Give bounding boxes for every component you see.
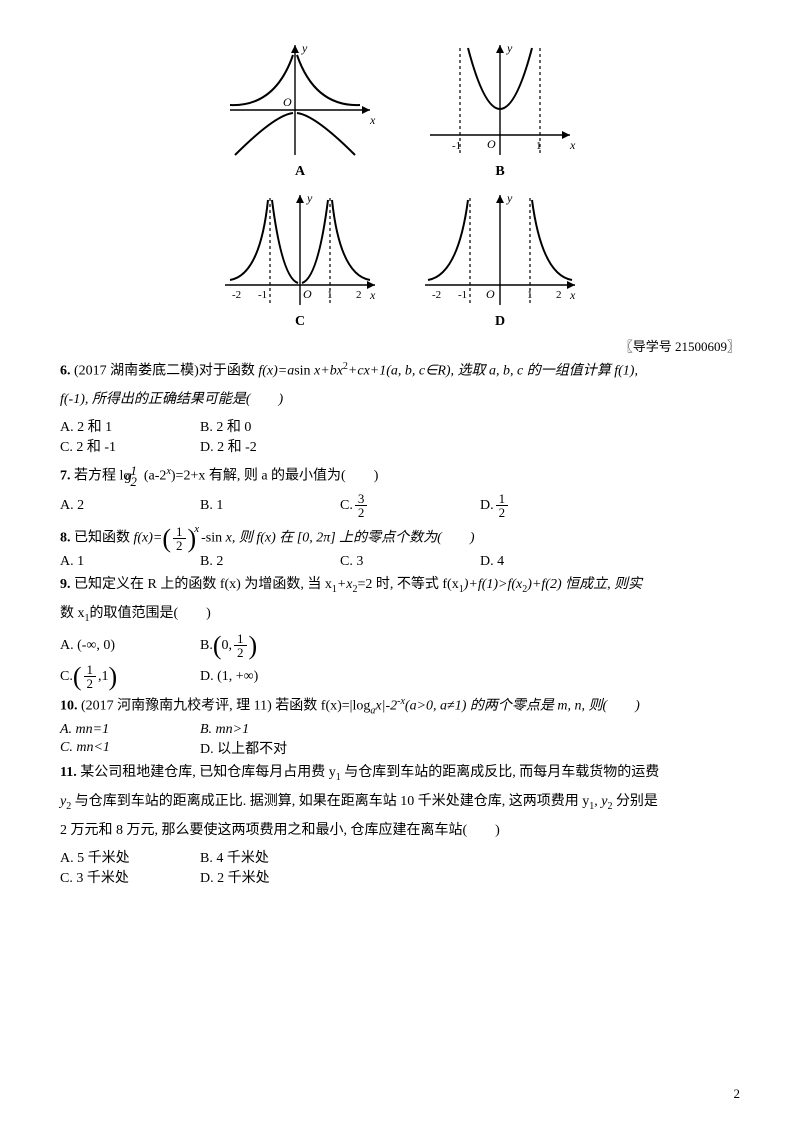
q9-choice-c[interactable]: C. (12,1): [60, 663, 200, 690]
graph-label-b: B: [420, 164, 580, 180]
q9-choice-d[interactable]: D. (1, +∞): [200, 663, 340, 690]
paren-open-icon: (: [213, 633, 222, 659]
q11-choice-b[interactable]: B. 4 千米处: [200, 847, 340, 867]
svg-text:2: 2: [556, 289, 562, 301]
fraction-icon: 12: [84, 663, 97, 690]
q11-line3: 2 万元和 8 万元, 那么要使这两项费用之和最小, 仓库应建在离车站( ): [60, 818, 740, 845]
q6-choices-row1: A. 2 和 1 B. 2 和 0: [60, 416, 740, 436]
q8-choice-a[interactable]: A. 1: [60, 554, 200, 570]
svg-text:-1: -1: [258, 289, 267, 301]
svg-text:-2: -2: [232, 289, 241, 301]
q11-num: 11.: [60, 765, 77, 780]
q7-choice-d[interactable]: D. 12: [480, 492, 620, 519]
graph-label-c: C: [220, 314, 380, 330]
graphs-row-2: x y O -2 -1 1 2 C x y O -2 -1: [60, 190, 740, 330]
q8-choices: A. 1 B. 2 C. 3 D. 4: [60, 554, 740, 570]
q11-line2: y2 与仓库到车站的距离成正比. 据测算, 如果在距离车站 10 千米处建仓库,…: [60, 789, 740, 816]
q8-choice-d[interactable]: D. 4: [480, 554, 620, 570]
q11-choice-a[interactable]: A. 5 千米处: [60, 847, 200, 867]
svg-text:O: O: [486, 287, 495, 301]
paren-open-icon: (: [162, 526, 171, 552]
q7-choice-a[interactable]: A. 2: [60, 492, 200, 519]
fraction-icon: 12: [234, 632, 247, 659]
svg-text:y: y: [301, 41, 308, 55]
q11-stem: 11. 某公司租地建仓库, 已知仓库每月占用费 y1 与仓库到车站的距离成反比,…: [60, 760, 740, 787]
fraction-icon: 12: [173, 525, 186, 552]
svg-text:y: y: [506, 191, 513, 205]
svg-text:-2: -2: [432, 289, 441, 301]
q9-choices-row1: A. (-∞, 0) B. (0,12): [60, 632, 740, 659]
q6-num: 6.: [60, 364, 71, 379]
svg-text:1: 1: [536, 140, 542, 152]
q6-choice-d[interactable]: D. 2 和 -2: [200, 436, 340, 456]
q10-choice-d[interactable]: D. 以上都不对: [200, 738, 340, 758]
q7-choices: A. 2 B. 1 C. 32 D. 12: [60, 492, 740, 519]
page-number: 2: [734, 1086, 741, 1102]
svg-text:O: O: [283, 95, 292, 109]
svg-text:-1: -1: [452, 140, 461, 152]
q9-choice-b[interactable]: B. (0,12): [200, 632, 340, 659]
q8-choice-c[interactable]: C. 3: [340, 554, 480, 570]
paren-close-icon: ): [109, 664, 118, 690]
q7-num: 7.: [60, 469, 71, 484]
q10-choices-row1: A. mn=1 B. mn>1: [60, 722, 740, 738]
svg-text:-1: -1: [458, 289, 467, 301]
q8-num: 8.: [60, 531, 71, 546]
q7-choice-b[interactable]: B. 1: [200, 492, 340, 519]
q9-choices-row2: C. (12,1) D. (1, +∞): [60, 663, 740, 690]
svg-text:x: x: [369, 113, 376, 127]
q9-choice-a[interactable]: A. (-∞, 0): [60, 632, 200, 659]
q6-line2: f(-1), 所得出的正确结果可能是( ): [60, 387, 740, 414]
q10-choice-a[interactable]: A. mn=1: [60, 722, 200, 738]
graph-d: x y O -2 -1 1 2 D: [420, 190, 580, 330]
graph-a: x y O A: [220, 40, 380, 180]
q11-choices-row2: C. 3 千米处 D. 2 千米处: [60, 867, 740, 887]
fraction-icon: 12: [496, 492, 509, 519]
paren-open-icon: (: [73, 664, 82, 690]
q6-choice-c[interactable]: C. 2 和 -1: [60, 436, 200, 456]
q9-line2: 数 x1的取值范围是( ): [60, 601, 740, 628]
svg-text:y: y: [306, 191, 313, 205]
graph-c: x y O -2 -1 1 2 C: [220, 190, 380, 330]
fraction-icon: 32: [355, 492, 368, 519]
graph-label-a: A: [220, 164, 380, 180]
q10-choices-row2: C. mn<1 D. 以上都不对: [60, 738, 740, 758]
q9-num: 9.: [60, 577, 71, 592]
q10-stem: 10. (2017 河南豫南九校考评, 理 11) 若函数 f(x)=|loga…: [60, 692, 740, 720]
q10-num: 10.: [60, 699, 78, 714]
graph-b: x y O -1 1 B: [420, 40, 580, 180]
q11-choice-c[interactable]: C. 3 千米处: [60, 867, 200, 887]
svg-text:x: x: [369, 288, 376, 302]
q8-choice-b[interactable]: B. 2: [200, 554, 340, 570]
q10-choice-c[interactable]: C. mn<1: [60, 738, 200, 758]
svg-text:2: 2: [356, 289, 362, 301]
graph-label-d: D: [420, 314, 580, 330]
svg-text:O: O: [303, 287, 312, 301]
reference-number: 〖导学号 21500609〗: [60, 336, 740, 355]
svg-text:1: 1: [327, 289, 333, 301]
q6-stem: 6. (2017 湖南娄底二模)对于函数 f(x)=asin x+bx2+cx+…: [60, 357, 740, 385]
q6-choice-b[interactable]: B. 2 和 0: [200, 416, 340, 436]
q7-stem: 7. 若方程 lo12g(a-2x)=2+x 有解, 则 a 的最小值为( ): [60, 462, 740, 490]
q9-stem: 9. 已知定义在 R 上的函数 f(x) 为增函数, 当 x1+x2=2 时, …: [60, 572, 740, 599]
svg-text:x: x: [569, 138, 576, 152]
svg-text:y: y: [506, 41, 513, 55]
q6-choices-row2: C. 2 和 -1 D. 2 和 -2: [60, 436, 740, 456]
q10-choice-b[interactable]: B. mn>1: [200, 722, 340, 738]
q11-choices-row1: A. 5 千米处 B. 4 千米处: [60, 847, 740, 867]
graphs-row-1: x y O A x y O -1 1 B: [60, 40, 740, 180]
svg-text:x: x: [569, 288, 576, 302]
q7-choice-c[interactable]: C. 32: [340, 492, 480, 519]
q8-stem: 8. 已知函数 f(x)=(12)x-sin x, 则 f(x) 在 [0, 2…: [60, 525, 740, 552]
svg-text:1: 1: [527, 289, 533, 301]
q6-choice-a[interactable]: A. 2 和 1: [60, 416, 200, 436]
svg-text:O: O: [487, 137, 496, 151]
q11-choice-d[interactable]: D. 2 千米处: [200, 867, 340, 887]
paren-close-icon: ): [249, 633, 258, 659]
